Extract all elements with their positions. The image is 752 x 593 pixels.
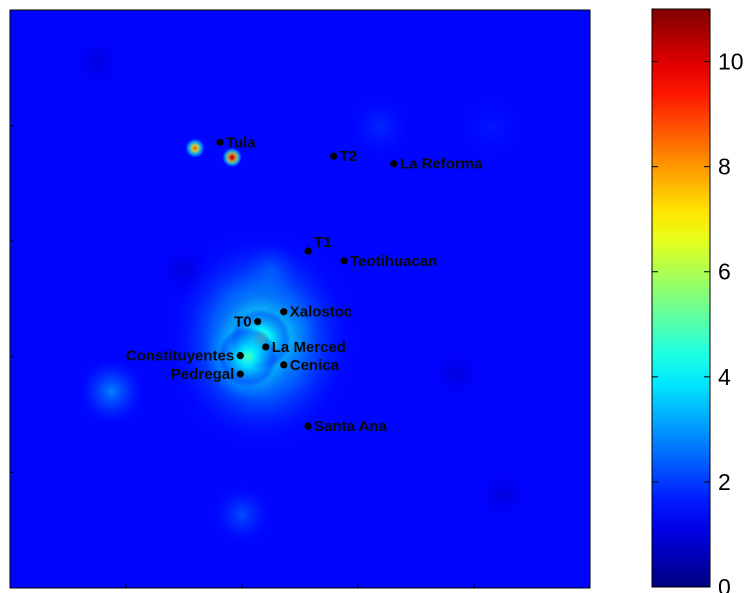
- hotspot: [214, 486, 270, 543]
- hotspot: [217, 326, 278, 387]
- site-marker: Teotihuacan: [340, 253, 437, 270]
- site-marker: T2: [330, 148, 357, 165]
- site-label: La Merced: [272, 339, 346, 356]
- site-label: Tula: [226, 134, 256, 151]
- site-dot: [340, 257, 348, 265]
- site-dot: [262, 343, 270, 351]
- hotspot: [463, 99, 520, 156]
- axis-ticks: [9, 9, 591, 589]
- colorbar-tick-label: 2: [718, 469, 731, 495]
- hotspot: [79, 359, 144, 424]
- hotspot: [69, 34, 125, 91]
- site-dot: [216, 138, 224, 146]
- site-marker: Xalostoc: [280, 304, 352, 321]
- site-marker: T1: [304, 234, 332, 255]
- site-label: Santa Ana: [314, 418, 387, 435]
- site-marker: La Merced: [262, 339, 346, 356]
- hotspot: [185, 138, 206, 159]
- site-marker: Pedregal: [171, 366, 244, 383]
- site-marker: Cenica: [280, 357, 340, 374]
- site-dot: [330, 152, 338, 160]
- site-label: Teotihuacan: [350, 253, 437, 270]
- hotspot-layer: [69, 34, 531, 543]
- colorbar-bar: [651, 8, 711, 588]
- hotspot: [428, 346, 485, 403]
- hotspot: [222, 147, 243, 168]
- colorbar-tick-label: 0: [718, 574, 731, 593]
- plot-frame: [9, 9, 591, 589]
- site-dot: [254, 317, 262, 326]
- site-dot: [390, 160, 398, 168]
- site-label: La Reforma: [400, 156, 483, 173]
- site-layer: Tula T2 La Reforma T1 Teotihuacan Xalostoc T0 L…: [126, 134, 483, 435]
- site-marker: Santa Ana: [304, 418, 388, 435]
- hotspot: [475, 467, 531, 524]
- colorbar-tick-label: 4: [718, 364, 731, 390]
- site-dot: [304, 422, 312, 430]
- site-marker: Tula: [216, 134, 256, 151]
- site-label: Cenica: [290, 357, 340, 374]
- site-label: T0: [234, 314, 252, 331]
- site-dot: [280, 308, 288, 316]
- colorbar: 0 2 4 6 8 10: [651, 8, 744, 593]
- colorbar-tick-label: 10: [718, 49, 744, 75]
- colorbar-tick-label: 8: [718, 154, 731, 180]
- site-label: T2: [340, 148, 358, 165]
- site-dot: [304, 247, 312, 255]
- heatmap-plot-area: Tula T2 La Reforma T1 Teotihuacan Xalostoc T0 L…: [9, 9, 591, 589]
- site-dot: [280, 361, 288, 369]
- site-label: T1: [314, 234, 332, 251]
- site-marker: La Reforma: [390, 156, 483, 173]
- colorbar-ticks: 0 2 4 6 8 10: [652, 49, 744, 593]
- site-marker: T0: [234, 314, 262, 331]
- colorbar-tick-label: 6: [718, 259, 731, 285]
- site-label: Pedregal: [171, 366, 234, 383]
- site-marker: Constituyentes: [126, 348, 244, 365]
- site-dot: [236, 370, 244, 378]
- hotspot: [351, 98, 408, 155]
- site-label: Xalostoc: [290, 304, 353, 321]
- site-dot: [236, 352, 244, 360]
- site-label: Constituyentes: [126, 348, 234, 365]
